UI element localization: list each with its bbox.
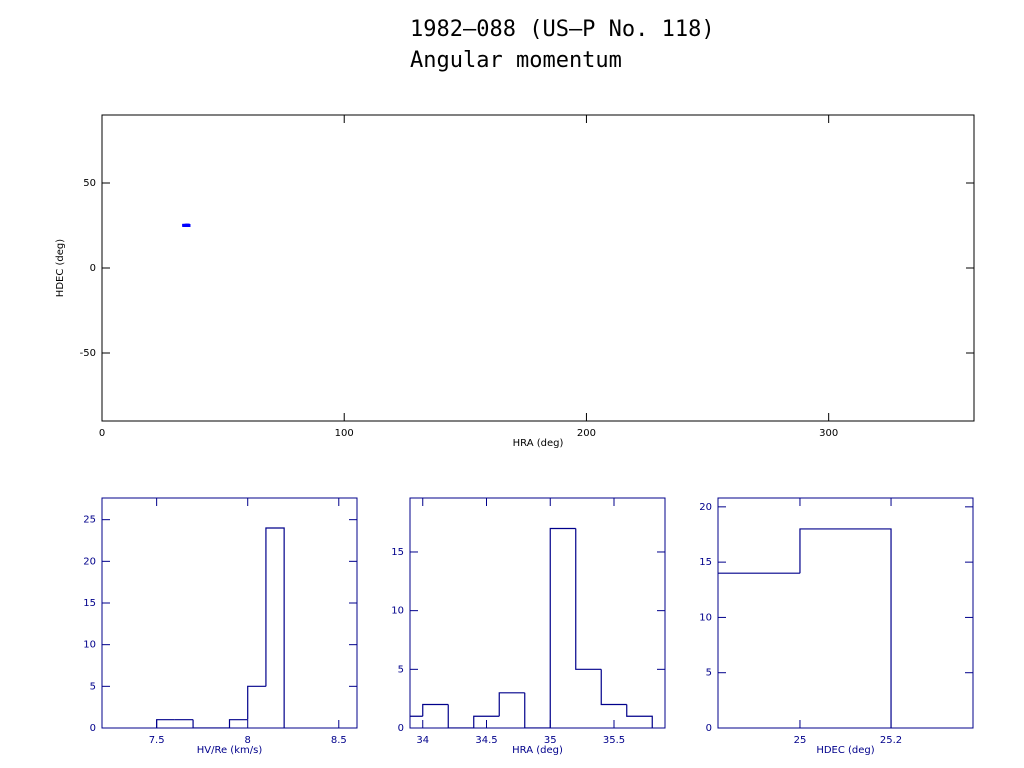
y-tick-label: 10 [83,640,96,651]
histogram-bin [422,703,449,717]
x-tick-label: 34 [416,735,429,746]
histogram-bin [498,692,525,717]
plot-frame [101,497,358,729]
x-axis-label: HRA (deg) [513,438,564,449]
histogram-bin [473,715,500,728]
plot-area [718,528,892,728]
x-tick-label: 8.5 [331,735,347,746]
y-tick-label: 10 [699,612,712,623]
histogram-bin [524,692,551,728]
y-tick-label: 0 [706,723,712,734]
x-tick-label: 25 [794,735,807,746]
x-tick-label: 34.5 [475,735,497,746]
y-tick-label: 50 [83,178,96,189]
x-tick-label: 35.5 [603,735,625,746]
plot-frame [717,497,974,729]
x-tick-label: 8 [245,735,251,746]
chart-subtitle: Angular momentum [410,48,622,73]
plot-area [410,527,653,728]
x-axis-label: HV/Re (km/s) [197,745,263,756]
histogram-bin [799,528,892,728]
histogram-bin [600,669,627,706]
histogram-bin [626,704,653,728]
y-tick-label: 5 [398,664,404,675]
y-tick-label: 5 [706,668,712,679]
histogram-bin [228,719,248,728]
plot-area [182,223,191,227]
y-tick-label: 5 [90,681,96,692]
y-tick-label: 25 [83,515,96,526]
x-tick-label: 35 [544,735,557,746]
histogram-bin [549,527,576,728]
y-tick-label: 20 [83,556,96,567]
x-tick-label: 300 [819,428,838,439]
histogram-bin [447,704,474,728]
plot-frame [101,114,975,422]
x-axis-label: HRA (deg) [512,745,563,756]
chart-title: 1982–088 (US–P No. 118) [410,17,715,42]
y-tick-label: 15 [699,557,712,568]
histogram-bin [265,527,285,728]
y-axis-label: HDEC (deg) [55,239,66,297]
y-tick-label: 20 [699,502,712,513]
y-tick-label: 15 [83,598,96,609]
y-tick-label: 15 [391,547,404,558]
x-axis-label: HDEC (deg) [816,745,874,756]
y-tick-label: 0 [90,263,96,274]
plot-area [156,527,285,728]
histogram-bin [247,685,266,720]
y-tick-label: 10 [391,606,404,617]
x-tick-label: 7.5 [149,735,165,746]
y-tick-label: -50 [80,348,96,359]
x-tick-label: 100 [335,428,354,439]
histogram-bin [718,572,800,574]
histogram-bin [575,528,602,670]
y-tick-label: 0 [398,723,404,734]
plot-frame [409,497,666,729]
x-tick-label: 25.2 [880,735,902,746]
histogram-bin [410,715,423,717]
x-tick-label: 0 [99,428,105,439]
x-tick-label: 200 [577,428,596,439]
y-tick-label: 0 [90,723,96,734]
histogram-bin [156,719,175,728]
point [186,224,191,227]
histogram-bin [192,719,212,728]
